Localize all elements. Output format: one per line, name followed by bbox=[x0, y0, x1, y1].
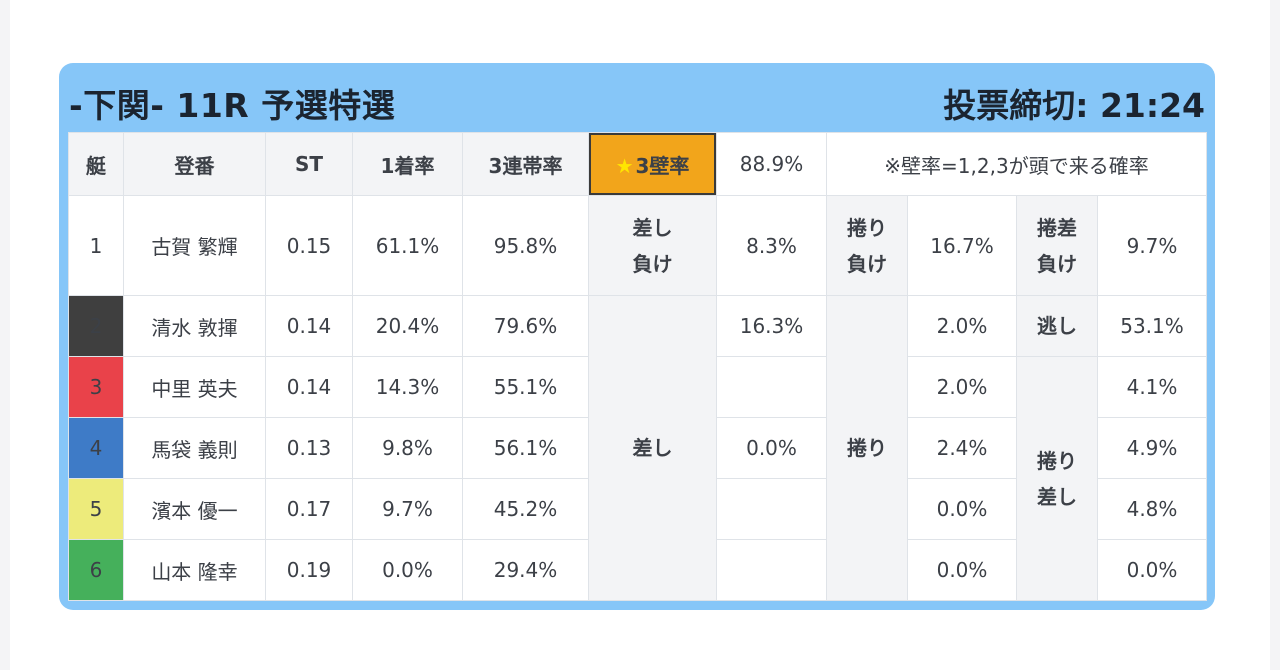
header-row: 艇 登番 ST 1着率 3連帯率 ★ 3壁率 88.9% ※壁率=1,2,3が頭で… bbox=[68, 132, 1207, 196]
nige-value: 53.1% bbox=[1097, 295, 1207, 357]
racer-name[interactable]: 清水 敦揮 bbox=[123, 295, 266, 357]
st-value: 0.13 bbox=[265, 417, 353, 479]
panel-header: -下関- 11R 予選特選 投票締切: 21:24 bbox=[59, 63, 1215, 133]
makusashi-make-label: 捲差 負け bbox=[1016, 195, 1098, 296]
makuri-value: 2.4% bbox=[907, 417, 1017, 479]
top3-rate: 95.8% bbox=[462, 195, 589, 296]
race-stats-table: 艇 登番 ST 1着率 3連帯率 ★ 3壁率 88.9% ※壁率=1,2,3が頭で… bbox=[68, 132, 1207, 601]
makuri-value: 2.0% bbox=[907, 356, 1017, 418]
col-win: 1着率 bbox=[352, 132, 463, 196]
nige-label: 逃し bbox=[1016, 295, 1098, 357]
frame-number: 4 bbox=[68, 417, 124, 479]
top3-rate: 55.1% bbox=[462, 356, 589, 418]
st-value: 0.14 bbox=[265, 356, 353, 418]
win-rate: 9.7% bbox=[352, 478, 463, 540]
frame-number: 1 bbox=[68, 195, 124, 296]
makusashi-make-value: 9.7% bbox=[1097, 195, 1207, 296]
racer-name[interactable]: 濱本 優一 bbox=[123, 478, 266, 540]
left-margin bbox=[0, 0, 10, 670]
racer-name[interactable]: 馬袋 義則 bbox=[123, 417, 266, 479]
makuri-value: 0.0% bbox=[907, 478, 1017, 540]
table-row: 6 山本 隆幸 0.19 0.0% 29.4% 0.0% 0.0% bbox=[68, 539, 1207, 601]
sashi-make-label: 差し 負け bbox=[588, 195, 717, 296]
frame-number: 5 bbox=[68, 478, 124, 540]
col-reg: 登番 bbox=[123, 132, 266, 196]
col-boat: 艇 bbox=[68, 132, 124, 196]
table-row: 3 中里 英夫 0.14 14.3% 55.1% 2.0% 捲り 差し 4.1% bbox=[68, 356, 1207, 601]
sashi-value: 16.3% bbox=[716, 295, 827, 357]
racer-name[interactable]: 山本 隆幸 bbox=[123, 539, 266, 601]
st-value: 0.17 bbox=[265, 478, 353, 540]
win-rate: 20.4% bbox=[352, 295, 463, 357]
top3-rate: 56.1% bbox=[462, 417, 589, 479]
table-row: 2 清水 敦揮 0.14 20.4% 79.6% 差し 16.3% 捲り 2.0… bbox=[68, 295, 1207, 601]
frame-number: 6 bbox=[68, 539, 124, 601]
makuri-make-label: 捲り 負け bbox=[826, 195, 908, 296]
top3-rate: 29.4% bbox=[462, 539, 589, 601]
makuri-make-value: 16.7% bbox=[907, 195, 1017, 296]
win-rate: 61.1% bbox=[352, 195, 463, 296]
wall-rate-label: 3壁率 bbox=[635, 153, 690, 178]
table-row: 1 古賀 繁輝 0.15 61.1% 95.8% 差し 負け 8.3% 捲り 負け … bbox=[68, 195, 1207, 296]
race-panel: -下関- 11R 予選特選 投票締切: 21:24 艇 登番 ST 1着率 3連… bbox=[59, 63, 1215, 610]
st-value: 0.15 bbox=[265, 195, 353, 296]
win-rate: 9.8% bbox=[352, 417, 463, 479]
makurisashi-value: 0.0% bbox=[1097, 539, 1207, 601]
sashi-label: 差し bbox=[588, 295, 717, 601]
sashi-make-value: 8.3% bbox=[716, 195, 827, 296]
st-value: 0.14 bbox=[265, 295, 353, 357]
st-value: 0.19 bbox=[265, 539, 353, 601]
top3-rate: 79.6% bbox=[462, 295, 589, 357]
sashi-value: 0.0% bbox=[716, 417, 827, 479]
makurisashi-value: 4.8% bbox=[1097, 478, 1207, 540]
makuri-value: 2.0% bbox=[907, 295, 1017, 357]
table-row: 5 濱本 優一 0.17 9.7% 45.2% 0.0% 4.8% bbox=[68, 478, 1207, 540]
win-rate: 0.0% bbox=[352, 539, 463, 601]
sashi-value bbox=[716, 478, 827, 540]
frame-number: 3 bbox=[68, 356, 124, 418]
race-title: -下関- 11R 予選特選 bbox=[69, 86, 396, 125]
makurisashi-value: 4.9% bbox=[1097, 417, 1207, 479]
makuri-value: 0.0% bbox=[907, 539, 1017, 601]
makuri-label: 捲り bbox=[826, 295, 908, 601]
makurisashi-value: 4.1% bbox=[1097, 356, 1207, 418]
sashi-value bbox=[716, 539, 827, 601]
frame-number: 2 bbox=[68, 295, 124, 357]
star-icon: ★ bbox=[615, 153, 634, 178]
racer-name[interactable]: 古賀 繁輝 bbox=[123, 195, 266, 296]
wall-rate-value: 88.9% bbox=[716, 132, 827, 196]
col-top3: 3連帯率 bbox=[462, 132, 589, 196]
racer-name[interactable]: 中里 英夫 bbox=[123, 356, 266, 418]
top3-rate: 45.2% bbox=[462, 478, 589, 540]
sashi-value bbox=[716, 356, 827, 418]
win-rate: 14.3% bbox=[352, 356, 463, 418]
wall-rate-header: ★ 3壁率 bbox=[588, 132, 717, 196]
makurisashi-label: 捲り 差し bbox=[1016, 356, 1098, 601]
right-margin bbox=[1270, 0, 1280, 670]
col-st: ST bbox=[265, 132, 353, 196]
vote-deadline: 投票締切: 21:24 bbox=[943, 86, 1205, 125]
wall-rate-note: ※壁率=1,2,3が頭で来る確率 bbox=[826, 132, 1207, 196]
